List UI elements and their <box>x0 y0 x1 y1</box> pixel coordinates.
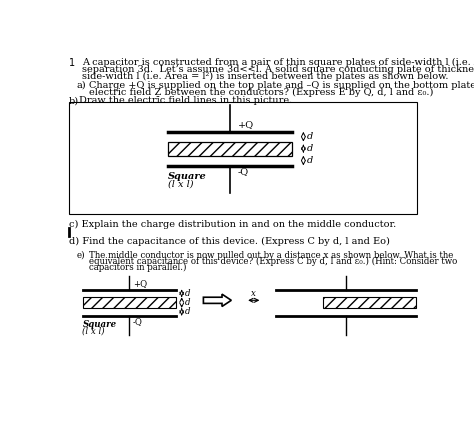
Bar <box>323 297 416 308</box>
Text: a): a) <box>76 81 86 90</box>
Text: d: d <box>307 132 313 141</box>
Text: A capacitor is constructed from a pair of thin square plates of side-width l (i.: A capacitor is constructed from a pair o… <box>82 58 474 67</box>
Text: d: d <box>185 307 190 316</box>
Bar <box>168 142 292 156</box>
Text: (l x l): (l x l) <box>168 179 193 188</box>
Text: separation 3d.  Let’s assume 3d<<l. A solid square conducting plate of thickness: separation 3d. Let’s assume 3d<<l. A sol… <box>82 64 474 74</box>
Text: Charge +Q is supplied on the top plate and –Q is supplied on the bottom plate. W: Charge +Q is supplied on the top plate a… <box>89 81 474 90</box>
Text: b): b) <box>69 96 79 105</box>
Text: Draw the electric field lines in this picture.: Draw the electric field lines in this pi… <box>80 96 292 105</box>
Text: +Q: +Q <box>237 120 254 129</box>
Text: Square: Square <box>82 320 117 329</box>
Text: e): e) <box>76 251 85 260</box>
Text: d: d <box>307 156 313 165</box>
Text: d: d <box>185 298 190 307</box>
Text: Square: Square <box>168 172 207 181</box>
Text: capacitors in parallel.): capacitors in parallel.) <box>89 263 186 273</box>
Text: -Q: -Q <box>237 167 249 176</box>
Text: 1: 1 <box>69 58 75 68</box>
Text: side-width l (i.e. Area = l²) is inserted between the plates as shown below.: side-width l (i.e. Area = l²) is inserte… <box>82 72 449 81</box>
Text: (l x l): (l x l) <box>82 326 105 335</box>
Text: c) Explain the charge distribution in and on the middle conductor.: c) Explain the charge distribution in an… <box>69 220 396 229</box>
Text: equivalent capacitance of this device? (Express C by d, l and ε₀.) (Hint: Consid: equivalent capacitance of this device? (… <box>89 257 457 266</box>
Text: -Q: -Q <box>133 317 143 326</box>
Text: electric field Ẕ between the conductors? (Express E by Q, d, l and ε₀.): electric field Ẕ between the conductors?… <box>89 88 433 97</box>
Text: +Q: +Q <box>133 279 147 288</box>
Text: d: d <box>185 289 190 298</box>
Text: d) Find the capacitance of this device. (Express C by d, l and Eo): d) Find the capacitance of this device. … <box>69 237 390 246</box>
Text: The middle conductor is now pulled out by a distance x as shown below. What is t: The middle conductor is now pulled out b… <box>89 251 453 260</box>
Bar <box>82 297 175 308</box>
Bar <box>69 102 417 214</box>
Text: d: d <box>307 144 313 153</box>
Text: x: x <box>251 289 256 298</box>
